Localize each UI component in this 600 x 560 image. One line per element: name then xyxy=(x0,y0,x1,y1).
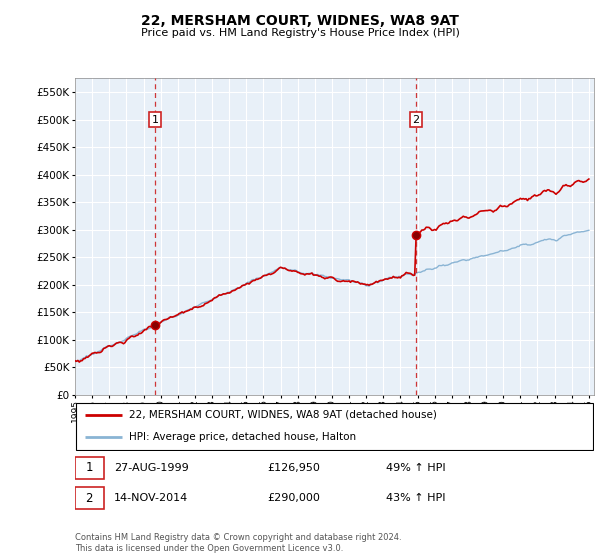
Text: £290,000: £290,000 xyxy=(267,493,320,503)
Text: Price paid vs. HM Land Registry's House Price Index (HPI): Price paid vs. HM Land Registry's House … xyxy=(140,28,460,38)
Text: 43% ↑ HPI: 43% ↑ HPI xyxy=(386,493,446,503)
Text: HPI: Average price, detached house, Halton: HPI: Average price, detached house, Halt… xyxy=(130,432,356,442)
Text: 14-NOV-2014: 14-NOV-2014 xyxy=(114,493,188,503)
Text: 49% ↑ HPI: 49% ↑ HPI xyxy=(386,463,446,473)
Text: 1: 1 xyxy=(151,115,158,125)
FancyBboxPatch shape xyxy=(76,403,593,450)
Text: £126,950: £126,950 xyxy=(267,463,320,473)
Text: 2: 2 xyxy=(413,115,420,125)
Text: 27-AUG-1999: 27-AUG-1999 xyxy=(114,463,188,473)
Text: 22, MERSHAM COURT, WIDNES, WA8 9AT: 22, MERSHAM COURT, WIDNES, WA8 9AT xyxy=(141,14,459,28)
FancyBboxPatch shape xyxy=(75,487,104,510)
FancyBboxPatch shape xyxy=(75,456,104,479)
Text: Contains HM Land Registry data © Crown copyright and database right 2024.
This d: Contains HM Land Registry data © Crown c… xyxy=(75,533,401,553)
Text: 2: 2 xyxy=(85,492,93,505)
Text: 22, MERSHAM COURT, WIDNES, WA8 9AT (detached house): 22, MERSHAM COURT, WIDNES, WA8 9AT (deta… xyxy=(130,410,437,420)
Text: 1: 1 xyxy=(85,461,93,474)
